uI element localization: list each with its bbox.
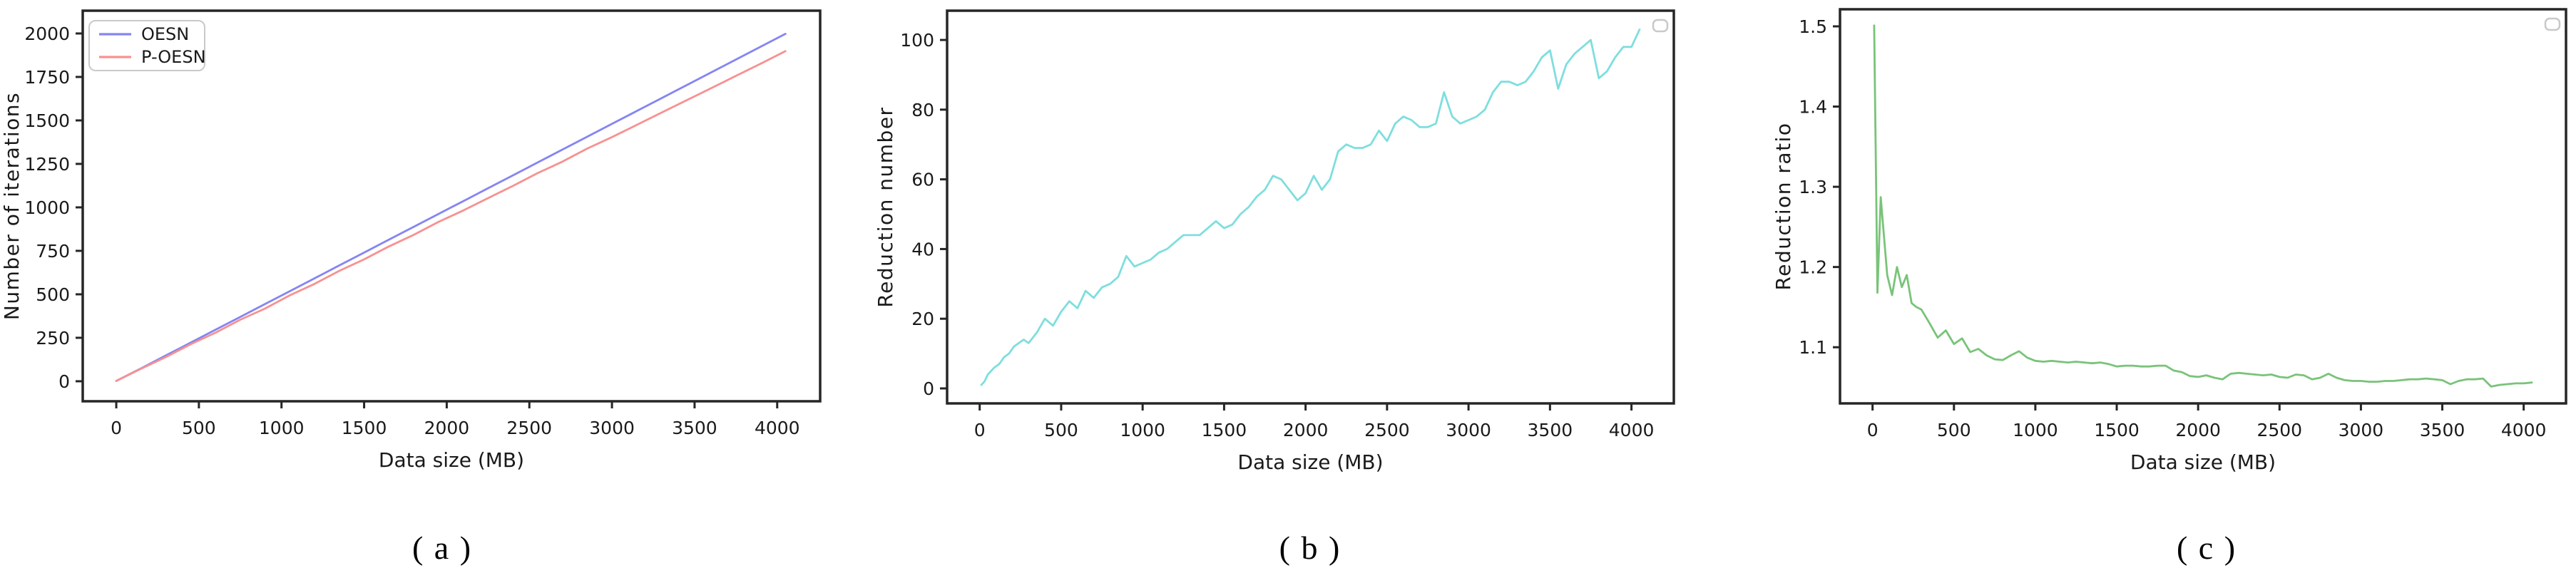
y-tick-label: 40 bbox=[911, 239, 934, 259]
legend-box-empty bbox=[1652, 19, 1669, 33]
y-axis-label: Reduction number bbox=[874, 106, 897, 307]
x-tick-label: 4000 bbox=[1609, 420, 1655, 440]
x-tick-label: 1000 bbox=[2013, 420, 2058, 440]
plot-border bbox=[81, 9, 822, 403]
x-tick-label: 0 bbox=[974, 420, 986, 440]
y-tick-label: 1.4 bbox=[1799, 97, 1827, 118]
x-tick-label: 3000 bbox=[589, 418, 635, 438]
x-tick-label: 3000 bbox=[2339, 420, 2384, 440]
x-tick-label: 4000 bbox=[2501, 420, 2547, 440]
y-tick-label: 1250 bbox=[24, 154, 70, 175]
x-tick-label: 2500 bbox=[2256, 420, 2302, 440]
legend-box-empty bbox=[2544, 17, 2561, 31]
x-tick-label: 4000 bbox=[755, 418, 800, 438]
y-tick-label: 60 bbox=[911, 170, 934, 190]
y-tick-label: 2000 bbox=[24, 24, 70, 44]
caption-c: ( c ) bbox=[2176, 530, 2237, 566]
chart-b-reduction-number: 0 500 1000 1500 2000 2500 3000 3500 4000 0 20 40 60 8… bbox=[874, 9, 1675, 474]
series-line-p-oesn bbox=[115, 50, 787, 382]
plot-border bbox=[946, 9, 1675, 405]
y-tick-label: 1000 bbox=[24, 197, 70, 218]
x-tick-label: 2500 bbox=[506, 418, 552, 438]
x-tick-label: 2000 bbox=[2175, 420, 2221, 440]
series-line-reduction ratio bbox=[1873, 24, 2533, 388]
x-tick-label: 3500 bbox=[2420, 420, 2465, 440]
chart-a-iterations: 0 500 1000 1500 2000 2500 3000 3500 4000 0 250 500 7… bbox=[0, 9, 822, 472]
y-tick-label: 1.3 bbox=[1799, 177, 1827, 197]
series-line-reduction number bbox=[980, 29, 1641, 386]
x-tick-label: 3500 bbox=[672, 418, 717, 438]
x-tick-label: 3000 bbox=[1446, 420, 1491, 440]
y-tick-label: 750 bbox=[36, 241, 70, 262]
y-tick-label: 80 bbox=[911, 100, 934, 120]
x-axis-label: Data size (MB) bbox=[1237, 450, 1383, 474]
x-tick-label: 1500 bbox=[2094, 420, 2140, 440]
y-tick-label: 1750 bbox=[24, 67, 70, 88]
x-tick-label: 1000 bbox=[1120, 420, 1165, 440]
x-axis-label: Data size (MB) bbox=[2130, 450, 2276, 474]
x-tick-label: 2500 bbox=[1364, 420, 1410, 440]
caption-a: ( a ) bbox=[412, 530, 473, 566]
y-tick-label: 1.1 bbox=[1799, 337, 1827, 358]
x-tick-label: 1500 bbox=[342, 418, 387, 438]
legend-label: P-OESN bbox=[141, 47, 206, 67]
x-tick-label: 500 bbox=[1937, 420, 1971, 440]
y-axis-label: Number of iterations bbox=[0, 92, 24, 320]
x-tick-label: 1500 bbox=[1202, 420, 1247, 440]
y-tick-label: 100 bbox=[900, 30, 934, 51]
x-tick-label: 500 bbox=[182, 418, 216, 438]
x-axis-label: Data size (MB) bbox=[379, 448, 524, 472]
y-tick-label: 0 bbox=[923, 378, 934, 399]
x-tick-label: 500 bbox=[1044, 420, 1078, 440]
legend-label: OESN bbox=[141, 24, 189, 44]
x-tick-label: 0 bbox=[111, 418, 122, 438]
x-tick-label: 1000 bbox=[259, 418, 305, 438]
y-tick-label: 1.2 bbox=[1799, 257, 1827, 278]
x-tick-label: 0 bbox=[1867, 420, 1879, 440]
series-line-oesn bbox=[115, 33, 787, 382]
plot-border bbox=[1839, 8, 2567, 405]
x-tick-label: 3500 bbox=[1528, 420, 1573, 440]
x-tick-label: 2000 bbox=[1283, 420, 1329, 440]
y-tick-label: 1.5 bbox=[1799, 16, 1827, 37]
chart-c-reduction-ratio: 0 500 1000 1500 2000 2500 3000 3500 4000 1.1 1.2 1.… bbox=[1772, 8, 2567, 474]
y-tick-label: 0 bbox=[58, 371, 70, 392]
y-tick-label: 250 bbox=[36, 328, 70, 349]
y-axis-label: Reduction ratio bbox=[1772, 123, 1795, 291]
y-tick-label: 1500 bbox=[24, 110, 70, 131]
caption-b: ( b ) bbox=[1279, 530, 1341, 566]
y-tick-label: 20 bbox=[911, 309, 934, 329]
x-tick-label: 2000 bbox=[424, 418, 470, 438]
y-tick-label: 500 bbox=[36, 284, 70, 305]
